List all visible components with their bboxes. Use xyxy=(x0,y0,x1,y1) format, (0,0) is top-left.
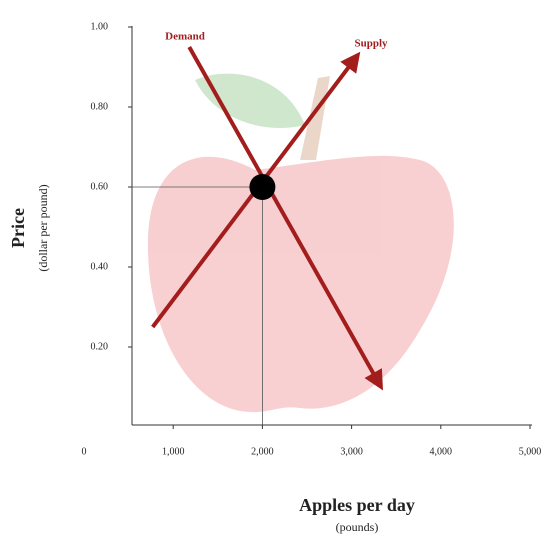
x-axis-subtitle: (pounds) xyxy=(336,520,379,534)
y-tick-label: 0.20 xyxy=(91,341,109,352)
x-tick-label: 3,000 xyxy=(340,446,363,457)
y-tick-label: 0.80 xyxy=(91,101,109,112)
series-line xyxy=(187,46,384,391)
x-tick-label: 1,000 xyxy=(162,446,185,457)
x-axis-title: Apples per day xyxy=(299,495,415,515)
equilibrium-point xyxy=(249,174,276,200)
x-tick-label: 0 xyxy=(82,446,87,457)
x-tick-label: 4,000 xyxy=(430,446,453,457)
y-axis-title: Price xyxy=(8,208,28,248)
legend-label: Demand xyxy=(165,31,205,43)
x-tick-label: 2,000 xyxy=(251,446,274,457)
x-tick-label: 5,000 xyxy=(519,446,542,457)
y-tick-label: 0.60 xyxy=(91,181,109,192)
y-tick-label: 0.40 xyxy=(91,261,109,272)
apple-illustration xyxy=(147,73,454,413)
y-axis-subtitle: (dollar per pound) xyxy=(36,184,50,271)
legend-label: Supply xyxy=(354,38,388,50)
y-tick-label: 1.00 xyxy=(91,21,109,32)
